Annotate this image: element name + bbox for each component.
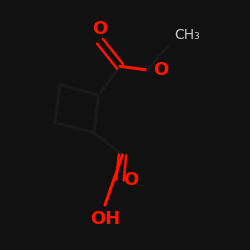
Text: CH₃: CH₃ bbox=[174, 28, 200, 42]
Text: O: O bbox=[154, 61, 169, 79]
Text: O: O bbox=[124, 171, 139, 189]
Text: OH: OH bbox=[90, 210, 120, 228]
Text: O: O bbox=[92, 20, 108, 38]
